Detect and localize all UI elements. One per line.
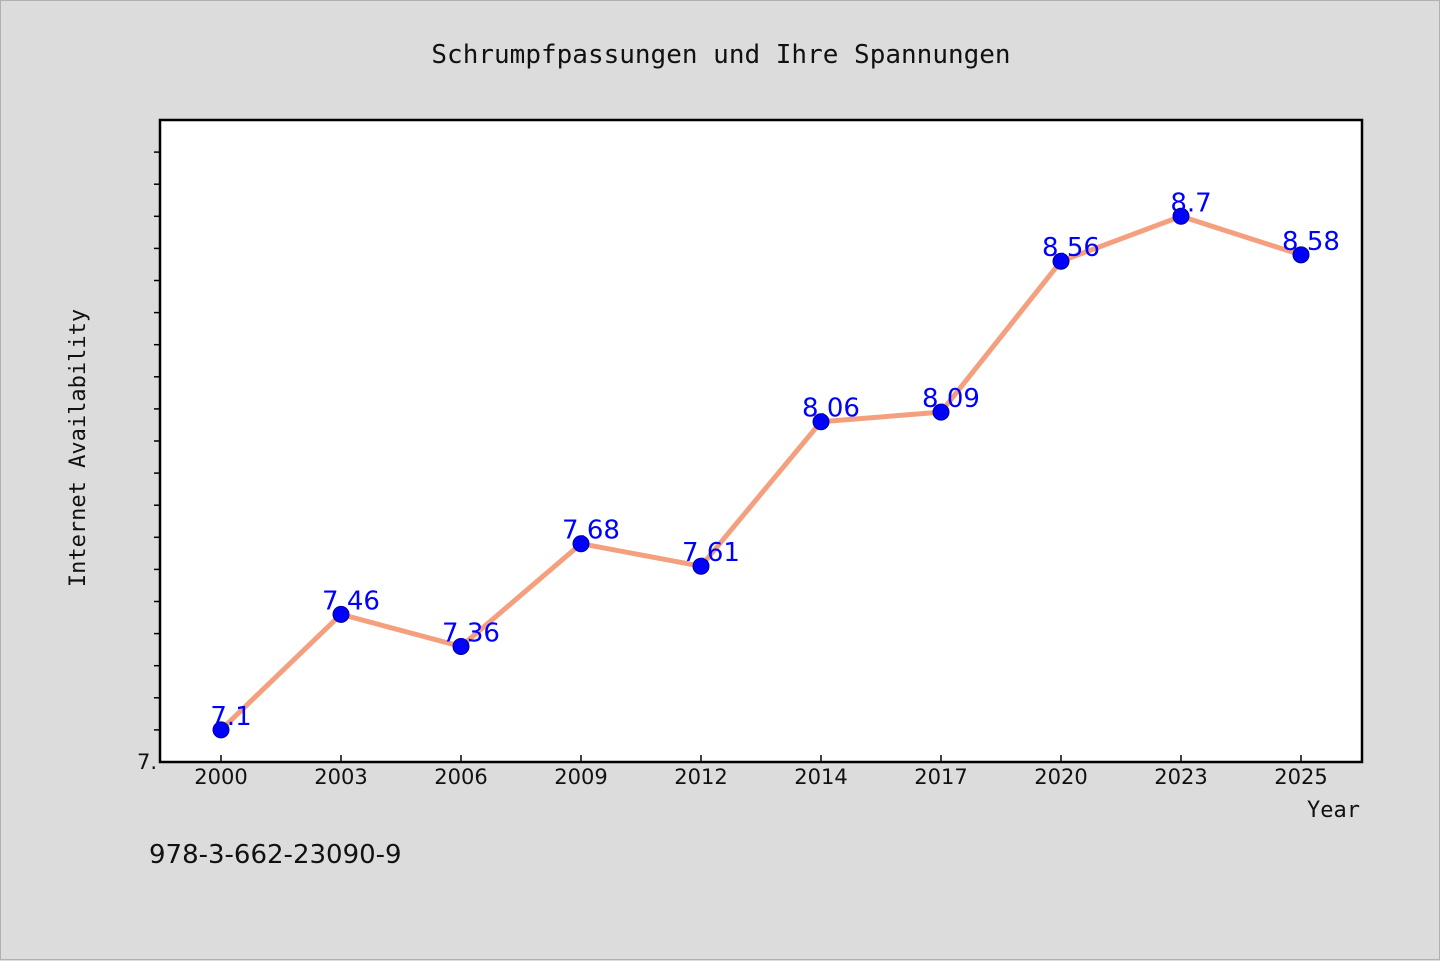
data-point: [212, 721, 230, 739]
data-label: 8.7: [1170, 188, 1211, 218]
series-line: [218, 213, 1304, 733]
data-label: 7.36: [442, 618, 500, 648]
x-tick-label: 2000: [194, 765, 247, 789]
data-label: 8.58: [1282, 227, 1340, 257]
data-point: [812, 413, 830, 431]
data-point: [1292, 246, 1310, 264]
data-label: 7.1: [210, 702, 251, 732]
data-label: 7.46: [322, 586, 380, 616]
x-tick-label: 2023: [1154, 765, 1207, 789]
x-tick-label: 2009: [554, 765, 607, 789]
data-point: [452, 637, 470, 655]
data-point: [572, 535, 590, 553]
y-tick-label: 7.: [137, 750, 157, 774]
x-axis-label: Year: [1307, 798, 1360, 823]
data-label: 7.68: [562, 516, 620, 546]
data-label: 7.61: [682, 538, 740, 568]
y-axis-ticks: [154, 151, 161, 731]
x-tick-label: 2006: [434, 765, 487, 789]
data-point: [1172, 207, 1190, 225]
y-axis-tick-labels: 7.: [137, 750, 157, 774]
data-point: [932, 403, 950, 421]
x-tick-label: 2017: [914, 765, 967, 789]
plot-area: [158, 118, 1364, 764]
x-tick-label: 2014: [794, 765, 847, 789]
x-tick-label: 2012: [674, 765, 727, 789]
data-markers: [212, 207, 1310, 739]
data-point: [332, 605, 350, 623]
x-tick-label: 2025: [1274, 765, 1327, 789]
data-point: [1052, 252, 1070, 270]
x-axis-ticks: [220, 755, 1302, 762]
data-label: 8.06: [802, 394, 860, 424]
y-axis-label: Internet Availability: [66, 309, 91, 587]
x-tick-label: 2020: [1034, 765, 1087, 789]
x-axis-tick-labels: 2000 2003 2006 2009 2012 2014 2017 2020 2023 2025: [194, 765, 1327, 789]
data-labels: 7.1 7.46 7.36 7.68 7.61 8.06 8.09 8.56 8.7 8.58: [210, 188, 1340, 732]
series-group: [218, 213, 1304, 733]
x-tick-label: 2003: [314, 765, 367, 789]
isbn-footnote: 978-3-662-23090-9: [149, 840, 402, 870]
data-label: 8.09: [922, 384, 980, 414]
data-point: [692, 557, 710, 575]
chart-title: Schrumpfpassungen und Ihre Spannungen: [431, 40, 1010, 70]
data-label: 8.56: [1042, 233, 1100, 263]
